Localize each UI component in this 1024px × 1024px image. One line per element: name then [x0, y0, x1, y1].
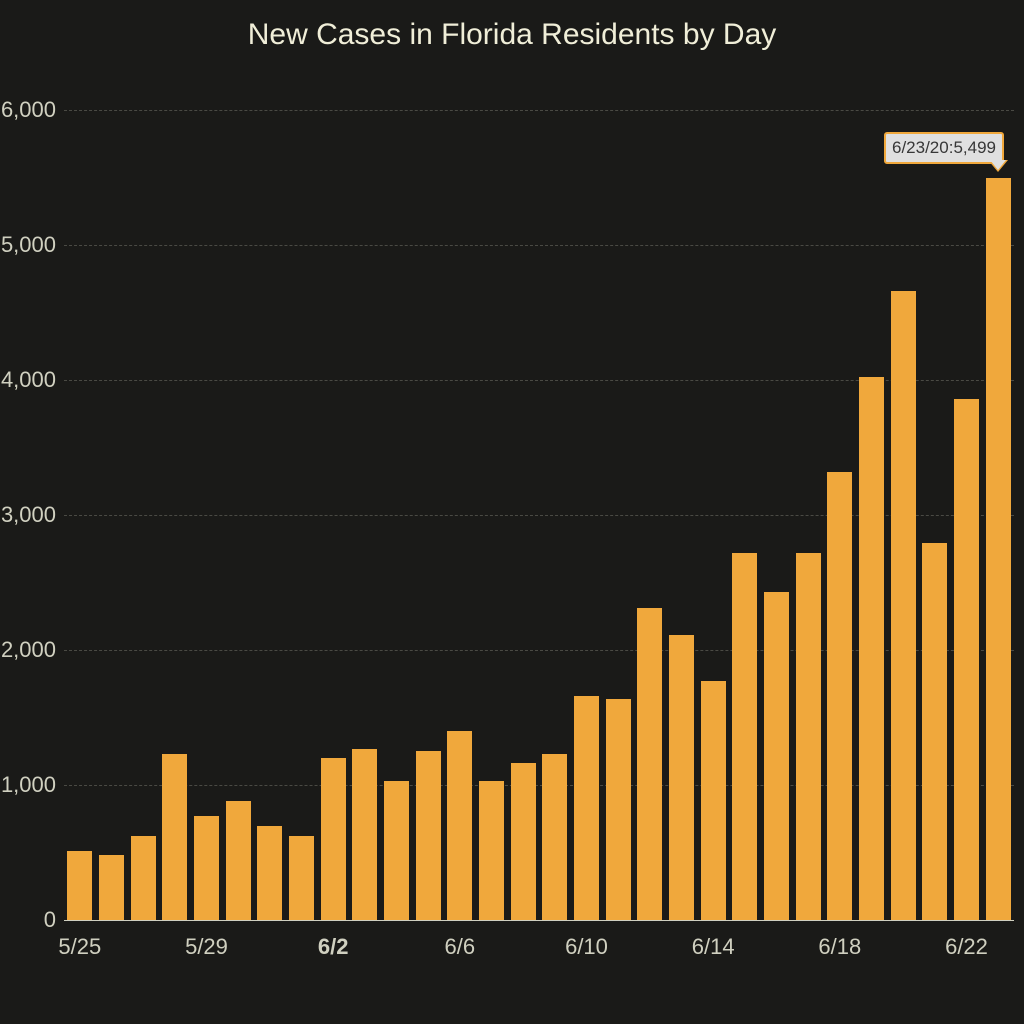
bar[interactable]	[99, 855, 124, 920]
x-tick-label: 5/25	[40, 934, 120, 960]
bar[interactable]	[954, 399, 979, 920]
y-tick-label: 0	[44, 907, 56, 933]
x-tick-label: 6/18	[800, 934, 880, 960]
bar[interactable]	[352, 749, 377, 920]
bar[interactable]	[131, 836, 156, 920]
tooltip-arrow-icon	[990, 160, 1006, 170]
bar[interactable]	[542, 754, 567, 920]
grid-line	[64, 110, 1014, 111]
chart-container: New Cases in Florida Residents by Day 01…	[0, 0, 1024, 1024]
x-tick-label: 6/10	[547, 934, 627, 960]
bar[interactable]	[606, 699, 631, 920]
tooltip: 6/23/20:5,499	[884, 132, 1004, 164]
bar[interactable]	[416, 751, 441, 920]
bar[interactable]	[859, 377, 884, 920]
bar[interactable]	[986, 178, 1011, 920]
x-tick-label: 6/2	[293, 934, 373, 960]
plot-area: 01,0002,0003,0004,0005,0006,0005/255/296…	[64, 110, 1014, 920]
bar[interactable]	[257, 826, 282, 921]
bar[interactable]	[511, 763, 536, 920]
x-tick-label: 6/22	[927, 934, 1007, 960]
x-tick-label: 6/14	[673, 934, 753, 960]
bar[interactable]	[637, 608, 662, 920]
bar[interactable]	[732, 553, 757, 920]
y-tick-label: 2,000	[1, 637, 56, 663]
x-tick-label: 5/29	[167, 934, 247, 960]
bar[interactable]	[194, 816, 219, 920]
bar[interactable]	[226, 801, 251, 920]
y-tick-label: 6,000	[1, 97, 56, 123]
bar[interactable]	[321, 758, 346, 920]
bar[interactable]	[162, 754, 187, 920]
bar[interactable]	[479, 781, 504, 920]
bar[interactable]	[384, 781, 409, 920]
bar[interactable]	[574, 696, 599, 920]
bar[interactable]	[827, 472, 852, 920]
bar[interactable]	[67, 851, 92, 920]
bar[interactable]	[289, 836, 314, 920]
y-tick-label: 5,000	[1, 232, 56, 258]
bar[interactable]	[796, 553, 821, 920]
x-tick-label: 6/6	[420, 934, 500, 960]
bar[interactable]	[922, 543, 947, 920]
y-tick-label: 4,000	[1, 367, 56, 393]
bar[interactable]	[764, 592, 789, 920]
x-axis-line	[64, 920, 1014, 921]
bar[interactable]	[701, 681, 726, 920]
y-tick-label: 1,000	[1, 772, 56, 798]
grid-line	[64, 245, 1014, 246]
bar[interactable]	[891, 291, 916, 920]
bar[interactable]	[669, 635, 694, 920]
bar[interactable]	[447, 731, 472, 920]
chart-title: New Cases in Florida Residents by Day	[0, 18, 1024, 52]
y-tick-label: 3,000	[1, 502, 56, 528]
